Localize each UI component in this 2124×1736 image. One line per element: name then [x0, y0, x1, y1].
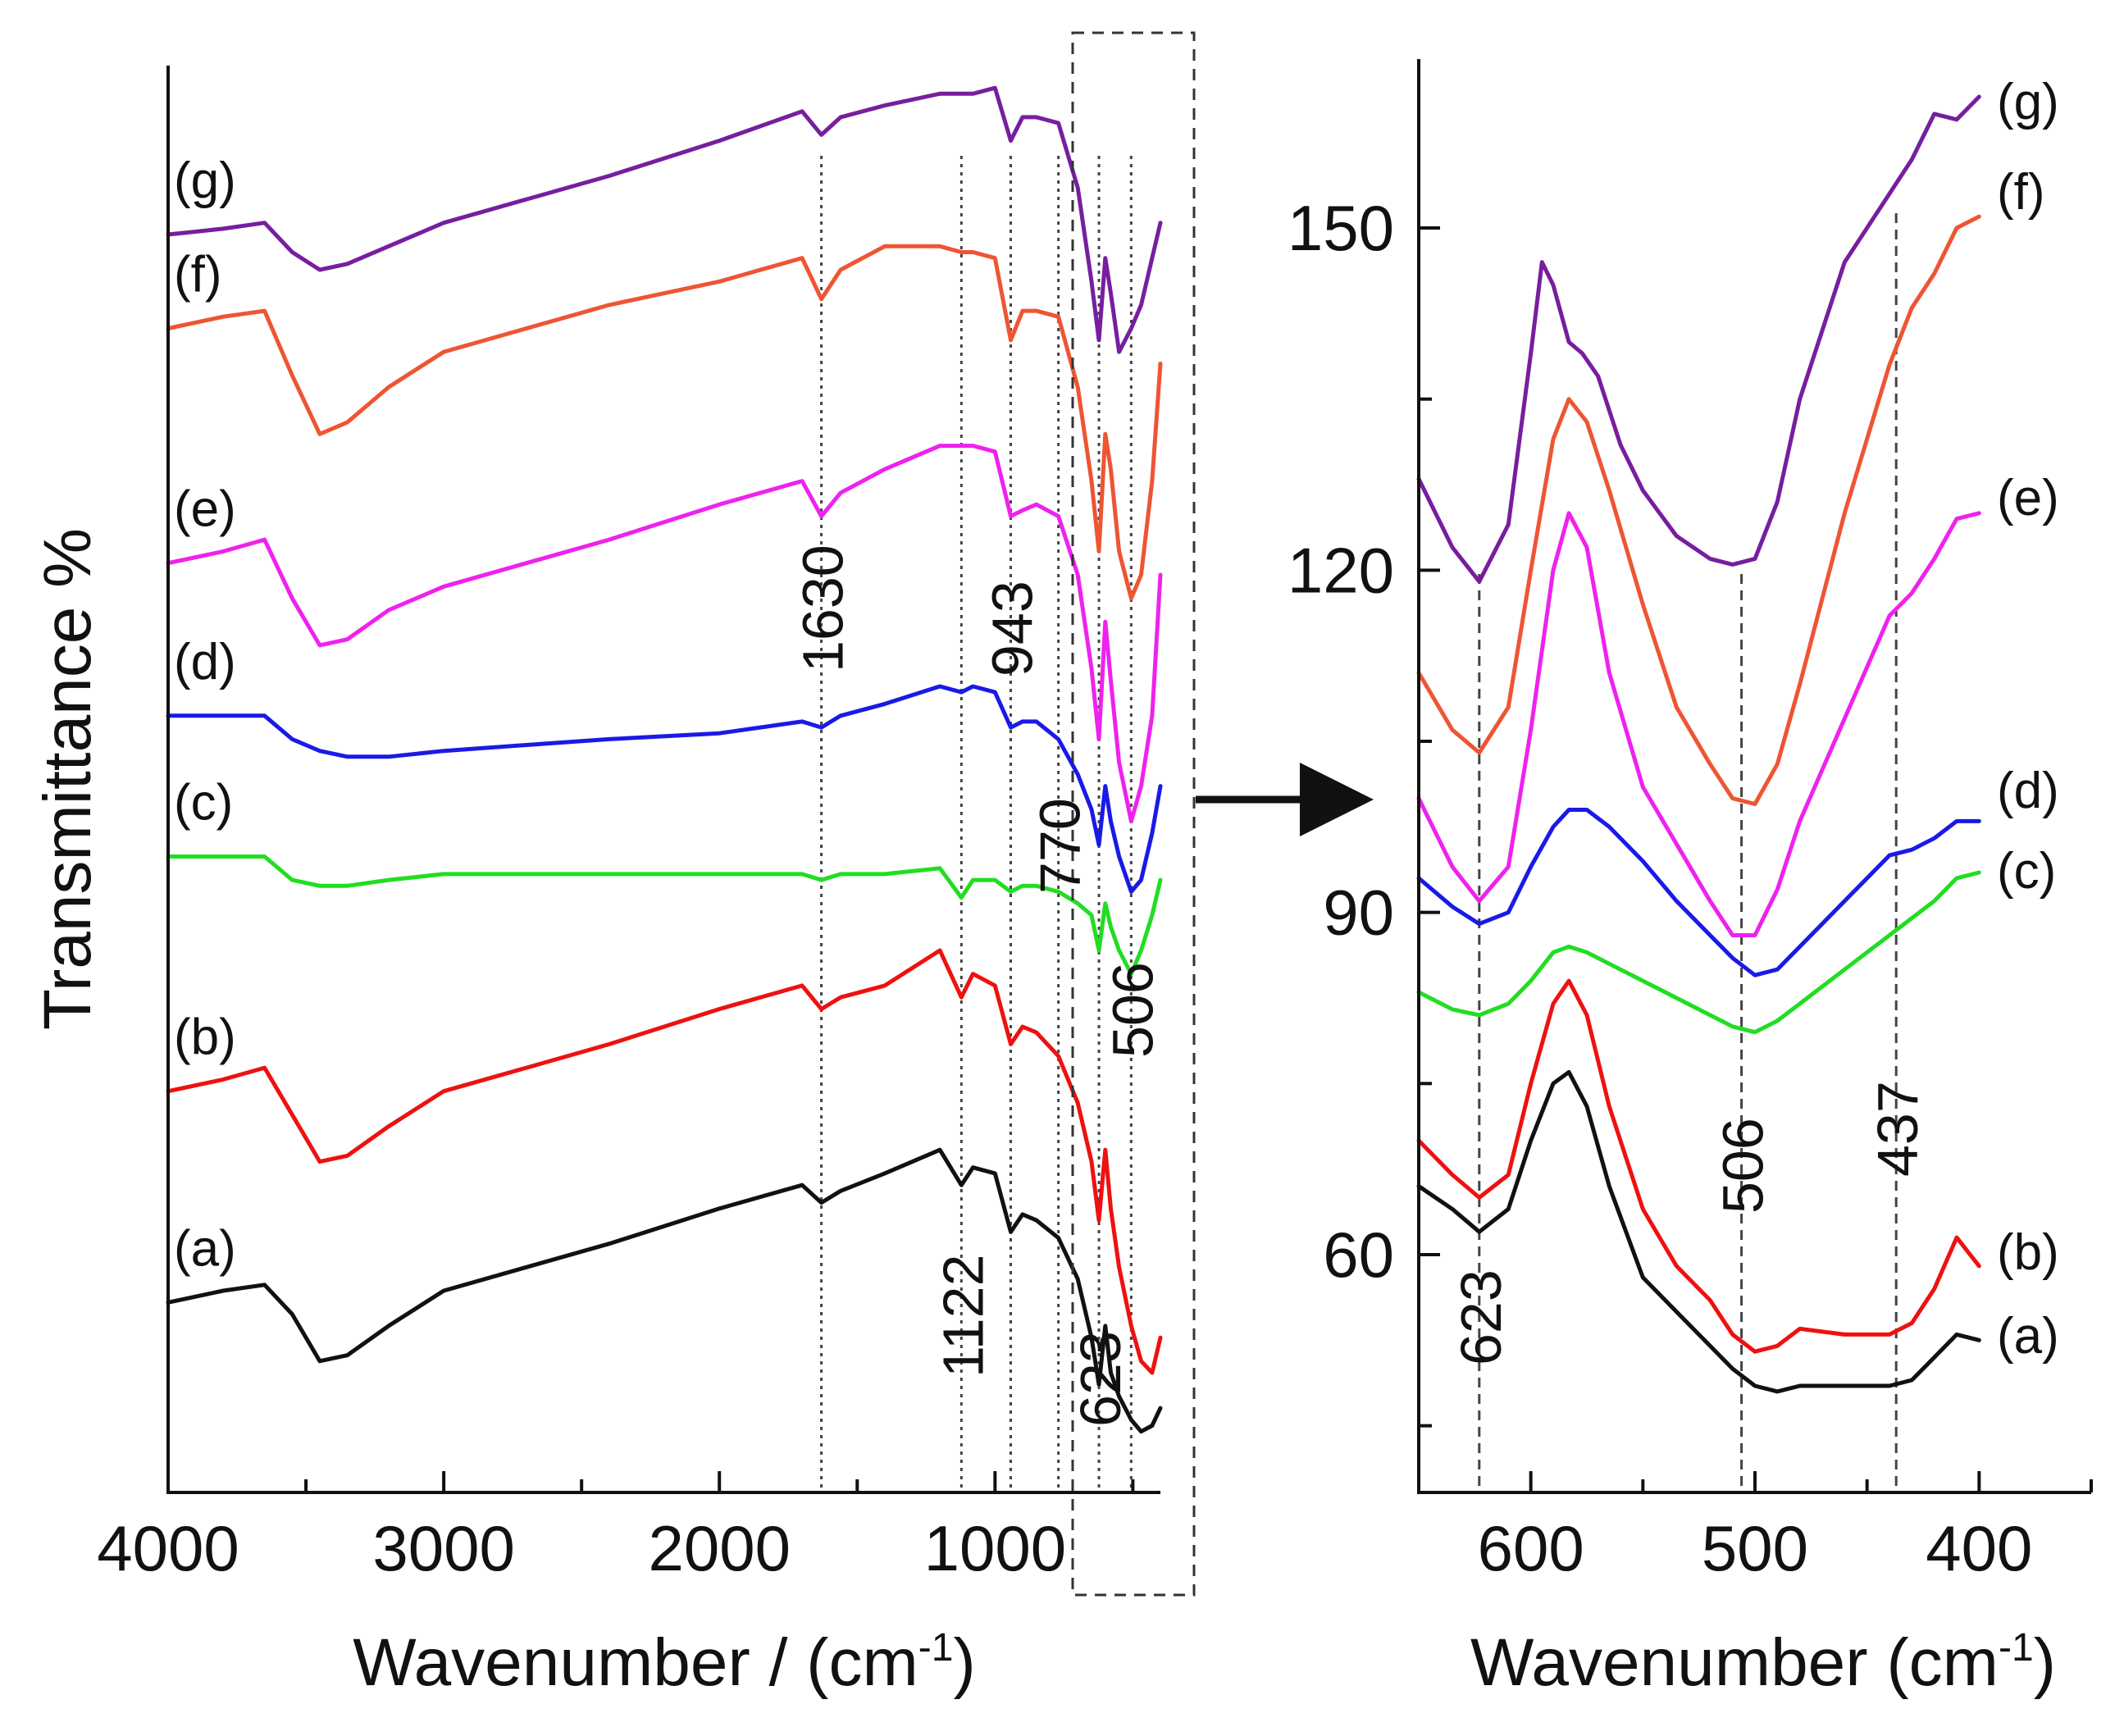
- right-series-label: (f): [1997, 164, 2045, 221]
- right-series-e: [1416, 511, 1981, 937]
- right-y-tick-label: 120: [1288, 534, 1394, 606]
- right-y-axis-ticks: 60 90 120 150: [1288, 192, 1440, 1428]
- right-series-a: [1416, 1069, 1981, 1394]
- right-series-label: (e): [1997, 470, 2059, 526]
- right-spectrum-panel: 600 500 400 60 90 120 150 Wavenumber (cm-1) (…: [1288, 59, 2093, 1700]
- right-series-f: [1416, 214, 1981, 806]
- right-series-b: [1416, 978, 1981, 1354]
- right-peak-label-506: 506: [1712, 1118, 1775, 1214]
- right-y-tick-label: 60: [1323, 1219, 1394, 1291]
- right-peak-markers: [1478, 213, 1898, 1488]
- left-x-tick-label: 3000: [372, 1512, 515, 1584]
- right-series-label: (b): [1997, 1224, 2059, 1281]
- left-series-f: [166, 244, 1163, 601]
- right-x-axis-title: Wavenumber (cm-1): [1470, 1625, 2056, 1700]
- left-peak-labels: 1630 1122 943 770 623 506: [791, 544, 1165, 1427]
- left-series-label: (c): [174, 774, 233, 831]
- right-peak-label-437: 437: [1866, 1081, 1930, 1177]
- left-x-axis-title: Wavenumber / (cm-1): [353, 1625, 976, 1700]
- right-plot-frame: [1417, 59, 2091, 1494]
- left-x-tick-label: 4000: [97, 1512, 239, 1584]
- peak-label-943: 943: [980, 581, 1044, 677]
- left-series-label: (d): [174, 634, 236, 690]
- left-series-label: (f): [174, 247, 222, 303]
- right-series-g: [1416, 94, 1981, 584]
- peak-label-506: 506: [1101, 962, 1165, 1058]
- right-x-tick-label: 500: [1702, 1512, 1808, 1584]
- left-series-label: (b): [174, 1009, 236, 1066]
- left-spectrum-panel: 4000 3000 2000 1000 Wavenumber / (cm-1) Tra…: [30, 31, 1196, 1700]
- right-peak-labels: 623 506 437: [1449, 1081, 1930, 1365]
- left-series-b: [166, 948, 1163, 1375]
- right-x-tick-label: 600: [1478, 1512, 1584, 1584]
- left-series-label: (e): [174, 481, 236, 538]
- right-series-label: (a): [1997, 1308, 2059, 1365]
- right-series-labels: (a) (b) (c) (d) (e) (f) (g): [1997, 74, 2059, 1365]
- left-x-axis-ticks: 4000 3000 2000 1000: [97, 1471, 1135, 1584]
- right-series-c: [1416, 870, 1981, 1035]
- right-series-label: (d): [1997, 763, 2059, 819]
- left-series-labels: (a) (b) (c) (d) (e) (f) (g): [174, 153, 236, 1277]
- left-series-e: [166, 444, 1163, 824]
- left-series-c: [166, 854, 1163, 977]
- peak-label-623: 623: [1069, 1331, 1133, 1427]
- right-y-tick-label: 90: [1323, 877, 1394, 949]
- left-series-g: [166, 85, 1163, 354]
- left-y-axis-title: Transmittance %: [30, 528, 105, 1030]
- peak-label-770: 770: [1028, 798, 1092, 894]
- right-series-label: (g): [1997, 74, 2059, 130]
- right-peak-label-623: 623: [1449, 1269, 1513, 1365]
- right-y-tick-label: 150: [1288, 192, 1394, 264]
- right-series-d: [1416, 808, 1981, 977]
- right-x-tick-label: 400: [1926, 1512, 2032, 1584]
- peak-label-1122: 1122: [931, 1254, 995, 1378]
- peak-label-1630: 1630: [791, 544, 855, 672]
- right-x-axis-ticks: 600 500 400: [1417, 1471, 2093, 1584]
- left-series-d: [166, 684, 1163, 894]
- left-spectra: [166, 85, 1163, 1434]
- left-x-tick-label: 1000: [924, 1512, 1067, 1584]
- left-series-a: [166, 1147, 1163, 1434]
- left-series-label: (a): [174, 1220, 236, 1277]
- left-series-label: (g): [174, 153, 236, 209]
- zoom-region-box: [1071, 31, 1196, 1597]
- left-x-tick-label: 2000: [648, 1512, 791, 1584]
- right-series-label: (c): [1997, 843, 2056, 900]
- right-spectra: [1416, 94, 1981, 1394]
